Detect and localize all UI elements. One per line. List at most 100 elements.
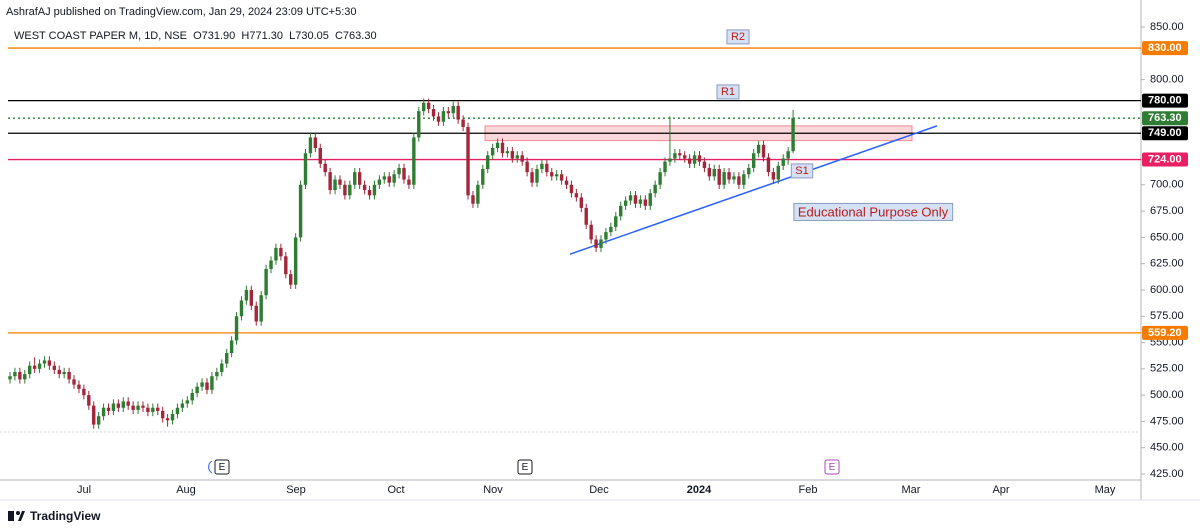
- candle-body: [451, 105, 455, 114]
- candle-body: [628, 195, 633, 201]
- logo-mark: [8, 511, 14, 521]
- candle-body: [62, 371, 66, 375]
- candle-body: [431, 109, 436, 117]
- candle-body: [141, 405, 145, 408]
- candle-body: [786, 151, 790, 159]
- candle-body: [353, 172, 357, 185]
- candle-body: [87, 395, 91, 406]
- candle-body: [609, 226, 613, 233]
- candle-body: [96, 416, 101, 425]
- event-label: E: [829, 462, 836, 473]
- candle-body: [298, 184, 303, 238]
- candle-body: [23, 374, 27, 380]
- candle-body: [579, 197, 583, 208]
- candle-body: [92, 405, 96, 425]
- y-tick-label: 425.00: [1150, 468, 1184, 480]
- candle-body: [422, 102, 426, 112]
- plot-area: [0, 47, 1141, 433]
- candle-body: [106, 407, 111, 411]
- candle-body: [687, 158, 692, 164]
- trendline: [569, 125, 938, 255]
- candle-body: [264, 268, 268, 296]
- candle-body: [486, 155, 490, 170]
- candle-body: [175, 407, 180, 415]
- candle-body: [13, 371, 17, 377]
- level-label: 780.00: [1148, 95, 1182, 107]
- candle-body: [274, 247, 278, 261]
- candle-body: [367, 190, 372, 196]
- candle-body: [441, 111, 446, 122]
- candle-body: [584, 207, 588, 225]
- event-marker: [824, 459, 840, 475]
- candle-body: [392, 174, 396, 183]
- candle-body: [249, 289, 254, 306]
- annotation-box: [793, 202, 954, 221]
- candle-body: [426, 102, 431, 110]
- candle-body: [18, 371, 22, 380]
- candle-body: [67, 371, 71, 380]
- y-tick-label: 475.00: [1150, 415, 1184, 427]
- candle-body: [781, 158, 785, 166]
- candle-body: [160, 410, 165, 419]
- level-label: 763.30: [1148, 112, 1182, 124]
- candle-body: [554, 174, 559, 177]
- candle-body: [756, 144, 761, 154]
- candle-body: [170, 414, 175, 421]
- candle-body: [407, 179, 411, 185]
- candle-body: [372, 184, 377, 196]
- y-tick-label: 850.00: [1150, 21, 1184, 33]
- y-tick-label: 675.00: [1150, 205, 1184, 217]
- candle-body: [190, 393, 194, 401]
- candle-body: [648, 193, 652, 206]
- candle-body: [550, 172, 554, 177]
- candle-body: [747, 167, 751, 175]
- candle-body: [742, 174, 746, 185]
- candle-body: [417, 111, 421, 138]
- candle-body: [668, 158, 672, 162]
- candle-body: [8, 376, 12, 380]
- candle-body: [569, 184, 574, 194]
- candle-body: [535, 169, 539, 183]
- candle-body: [338, 179, 342, 185]
- candle-body: [614, 216, 618, 227]
- x-tick-label: Sep: [286, 484, 306, 496]
- level-label-bg: [1142, 111, 1188, 126]
- candle-body: [318, 147, 322, 164]
- x-tick-label: May: [1095, 484, 1116, 496]
- candle-body: [678, 153, 682, 156]
- y-tick-label: 500.00: [1150, 389, 1184, 401]
- candle-body: [436, 116, 441, 122]
- candle-body: [619, 205, 623, 217]
- x-tick-label: Dec: [589, 484, 609, 496]
- candle-body: [244, 289, 249, 301]
- y-tick-label: 525.00: [1150, 363, 1184, 375]
- candle-body: [220, 363, 224, 372]
- candle-body: [466, 126, 470, 196]
- candle-body: [510, 151, 515, 159]
- candle-body: [348, 184, 352, 196]
- candle-body: [402, 167, 406, 180]
- annotation: R2: [731, 31, 745, 43]
- candle-body: [559, 174, 564, 181]
- candle-body: [239, 300, 244, 317]
- candle-body: [673, 153, 677, 159]
- candle-body: [343, 184, 347, 196]
- x-tick-label: Aug: [176, 484, 196, 496]
- candle-body: [323, 163, 327, 173]
- event-label: E: [219, 462, 226, 473]
- event-marker: [214, 459, 230, 475]
- candle-body: [663, 161, 667, 173]
- candle-body: [225, 353, 229, 364]
- y-tick-label: 650.00: [1150, 231, 1184, 243]
- candle-body: [717, 169, 721, 185]
- candle-body: [77, 384, 81, 389]
- x-tick-label: 2024: [687, 484, 712, 496]
- brand-logo: [8, 511, 25, 521]
- candle-body: [643, 199, 648, 206]
- level-label: 830.00: [1148, 42, 1182, 54]
- candle-body: [697, 155, 702, 162]
- logo-mark: [18, 511, 25, 521]
